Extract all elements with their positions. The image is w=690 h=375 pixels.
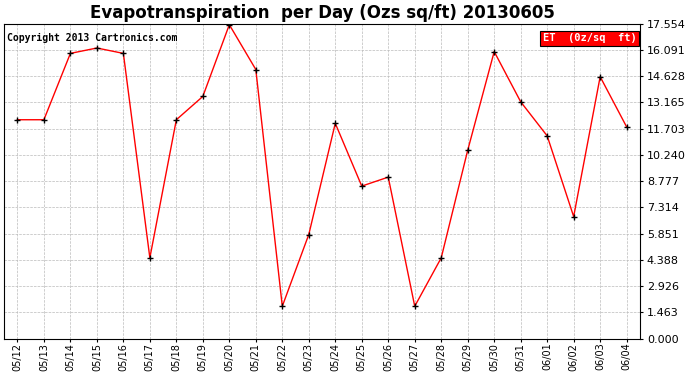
Text: ET  (0z/sq  ft): ET (0z/sq ft)	[543, 33, 637, 43]
Text: Copyright 2013 Cartronics.com: Copyright 2013 Cartronics.com	[8, 33, 178, 43]
Title: Evapotranspiration  per Day (Ozs sq/ft) 20130605: Evapotranspiration per Day (Ozs sq/ft) 2…	[90, 4, 555, 22]
